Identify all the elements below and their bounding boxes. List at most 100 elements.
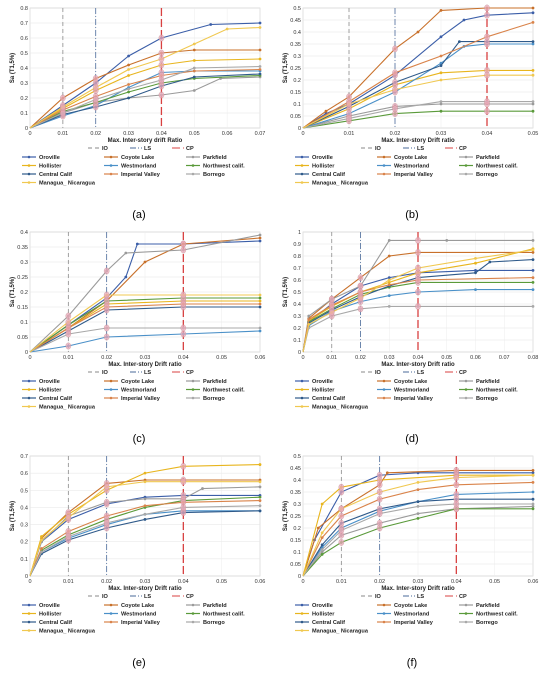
limit-intersection-marker <box>328 295 335 303</box>
legend-limit-label: LS <box>417 146 424 152</box>
series-point <box>201 487 204 490</box>
limit-intersection-marker <box>158 82 165 90</box>
limit-intersection-marker <box>158 49 165 57</box>
series-point <box>225 27 229 31</box>
series-point <box>531 281 535 284</box>
legend-series-marker <box>191 155 195 159</box>
y-tick-label: 0.9 <box>293 242 301 248</box>
legend-series-label: Northwest calif. <box>203 612 245 618</box>
y-tick-label: 0.7 <box>293 266 301 272</box>
series-point <box>143 260 147 264</box>
series-point <box>192 66 196 70</box>
panel-label: (c) <box>133 433 146 445</box>
y-tick-label: 0.3 <box>293 314 301 320</box>
series-point <box>387 239 391 242</box>
series-point <box>127 54 130 58</box>
series-point <box>439 9 443 12</box>
limit-intersection-marker <box>103 333 110 341</box>
x-axis-label: Max. Inter-story Drift ratio <box>108 362 182 368</box>
series-point <box>258 21 262 25</box>
limit-intersection-marker <box>338 527 345 534</box>
series-point <box>531 100 535 103</box>
legend-series-marker <box>27 164 31 167</box>
x-tick-label: 0.04 <box>413 355 424 361</box>
y-tick-label: 0.6 <box>20 471 28 477</box>
legend-series-label: Coyote Lake <box>121 379 154 385</box>
legend-series-marker <box>300 612 304 615</box>
series-point <box>320 502 324 506</box>
series-point <box>258 480 262 484</box>
legend-series-label: Coyote Lake <box>394 603 427 609</box>
series-point <box>307 323 311 326</box>
series-point <box>387 281 391 284</box>
legend-series-label: Borrego <box>203 396 225 402</box>
series-line-10 <box>302 249 534 353</box>
legend-series-label: Borrego <box>203 620 225 626</box>
x-tick-label: 0.04 <box>451 579 462 585</box>
limit-intersection-marker <box>103 303 110 311</box>
series-point <box>531 481 535 484</box>
series-point <box>127 83 130 86</box>
limit-intersection-marker <box>338 505 345 513</box>
legend-series-label: Oroville <box>39 155 60 161</box>
series-point <box>124 275 128 279</box>
legend-series-label: Westmorland <box>394 612 430 618</box>
series-point <box>439 54 443 58</box>
x-tick-label: 0.02 <box>101 579 112 585</box>
series-point <box>531 502 535 506</box>
series-point <box>531 471 535 475</box>
y-tick-label: 0.2 <box>20 540 28 546</box>
legend-limit-label: CP <box>459 594 467 600</box>
legend-series-label: Managua_ Nicaragua <box>39 405 96 411</box>
legend-series-marker <box>382 388 386 391</box>
series-point <box>531 109 535 113</box>
limit-intersection-marker <box>65 324 72 332</box>
legend-series-marker <box>27 405 31 408</box>
legend-series-label: Parkfield <box>476 603 500 609</box>
y-tick-label: 0.3 <box>293 502 301 508</box>
legend-series-label: Oroville <box>312 603 333 609</box>
legend-series-label: Borrego <box>476 396 498 402</box>
limit-intersection-marker <box>180 504 187 511</box>
series-line-10 <box>29 26 261 129</box>
series-point <box>387 294 391 297</box>
y-tick-label: 0.4 <box>20 230 28 236</box>
x-tick-label: 0.04 <box>178 579 189 585</box>
x-tick-label: 0.04 <box>482 131 493 137</box>
x-tick-label: 0.01 <box>326 355 337 361</box>
legend-series-label: Coyote Lake <box>394 379 427 385</box>
limit-intersection-marker <box>357 274 364 281</box>
series-point <box>416 488 420 491</box>
series-point <box>445 239 449 242</box>
limit-intersection-marker <box>453 481 460 489</box>
limit-intersection-marker <box>415 264 421 272</box>
series-point <box>439 64 443 67</box>
series-point <box>258 26 262 29</box>
series-point <box>531 505 535 508</box>
limit-intersection-marker <box>376 488 383 496</box>
series-point <box>387 276 391 279</box>
limit-intersection-marker <box>92 84 99 91</box>
series-point <box>316 526 320 530</box>
legend-limit-label: IO <box>102 370 109 376</box>
x-tick-label: 0 <box>301 131 304 137</box>
legend-series-label: Imperial Valley <box>394 172 434 178</box>
legend-series-marker <box>300 620 304 624</box>
limit-intersection-marker <box>103 512 110 520</box>
series-point <box>324 109 328 113</box>
limit-intersection-marker <box>392 105 398 113</box>
series-point <box>143 504 147 508</box>
series-point <box>258 329 262 333</box>
limit-intersection-marker <box>180 324 187 332</box>
series-point <box>488 260 492 264</box>
legend-series-marker <box>300 396 304 400</box>
legend-limit-label: LS <box>144 594 151 600</box>
legend-series-label: Coyote Lake <box>394 155 427 161</box>
limit-intersection-marker <box>180 478 187 486</box>
legend-series-marker <box>464 379 468 383</box>
legend-series-label: Imperial Valley <box>394 620 434 626</box>
legend-series-marker <box>464 603 468 607</box>
legend-series-label: Imperial Valley <box>121 172 161 178</box>
legend-series-label: Westmorland <box>121 612 157 618</box>
series-point <box>531 288 535 291</box>
